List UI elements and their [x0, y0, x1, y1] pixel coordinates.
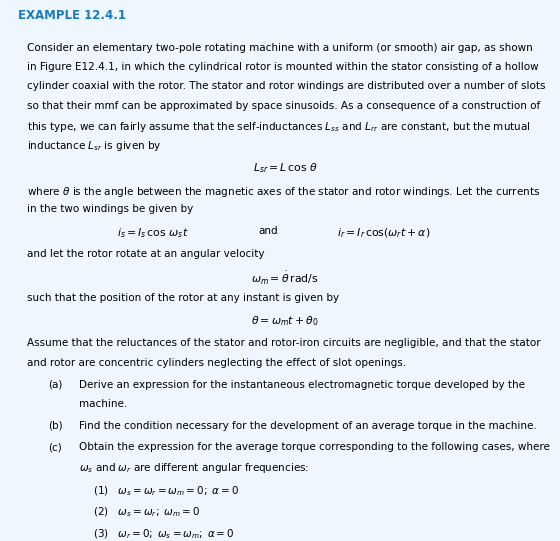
- Text: so that their mmf can be approximated by space sinusoids. As a consequence of a : so that their mmf can be approximated by…: [26, 101, 540, 111]
- Text: (a): (a): [49, 380, 63, 390]
- Text: Assume that the reluctances of the stator and rotor-iron circuits are negligible: Assume that the reluctances of the stato…: [26, 338, 540, 348]
- Text: $\omega_m = \dot{\theta}\,\mathrm{rad/s}$: $\omega_m = \dot{\theta}\,\mathrm{rad/s}…: [251, 270, 319, 287]
- Text: $\theta = \omega_m t + \theta_0$: $\theta = \omega_m t + \theta_0$: [251, 314, 319, 327]
- Text: and: and: [259, 226, 278, 236]
- Text: in Figure E12.4.1, in which the cylindrical rotor is mounted within the stator c: in Figure E12.4.1, in which the cylindri…: [26, 62, 538, 72]
- Text: Obtain the expression for the average torque corresponding to the following case: Obtain the expression for the average to…: [79, 442, 550, 452]
- Text: where $\theta$ is the angle between the magnetic axes of the stator and rotor wi: where $\theta$ is the angle between the …: [26, 185, 540, 199]
- Text: such that the position of the rotor at any instant is given by: such that the position of the rotor at a…: [26, 293, 339, 303]
- Text: and let the rotor rotate at an angular velocity: and let the rotor rotate at an angular v…: [26, 249, 264, 260]
- Text: $i_s = I_s\,\cos\,\omega_s t$: $i_s = I_s\,\cos\,\omega_s t$: [117, 226, 189, 240]
- Text: $L_{sr} = L\,\cos\,\theta$: $L_{sr} = L\,\cos\,\theta$: [253, 161, 318, 175]
- Text: Find the condition necessary for the development of an average torque in the mac: Find the condition necessary for the dev…: [79, 421, 536, 431]
- Text: machine.: machine.: [79, 399, 127, 410]
- Text: EXAMPLE 12.4.1: EXAMPLE 12.4.1: [18, 9, 127, 22]
- Text: $\omega_s$ and $\omega_r$ are different angular frequencies:: $\omega_s$ and $\omega_r$ are different …: [79, 461, 309, 476]
- Text: (c): (c): [49, 442, 62, 452]
- Text: (3)   $\omega_r = 0;\;\omega_s = \omega_m;\;\alpha = 0$: (3) $\omega_r = 0;\;\omega_s = \omega_m;…: [92, 528, 234, 541]
- Text: in the two windings be given by: in the two windings be given by: [26, 204, 193, 214]
- Text: inductance $L_{sr}$ is given by: inductance $L_{sr}$ is given by: [26, 140, 161, 154]
- Text: (b): (b): [49, 421, 63, 431]
- Text: cylinder coaxial with the rotor. The stator and rotor windings are distributed o: cylinder coaxial with the rotor. The sta…: [26, 81, 545, 91]
- Text: Consider an elementary two-pole rotating machine with a uniform (or smooth) air : Consider an elementary two-pole rotating…: [26, 43, 533, 52]
- Text: this type, we can fairly assume that the self-inductances $L_{ss}$ and $L_{rr}$ : this type, we can fairly assume that the…: [26, 120, 530, 134]
- Text: (2)   $\omega_s = \omega_r;\;\omega_m = 0$: (2) $\omega_s = \omega_r;\;\omega_m = 0$: [92, 506, 199, 519]
- Text: and rotor are concentric cylinders neglecting the effect of slot openings.: and rotor are concentric cylinders negle…: [26, 358, 405, 367]
- Text: $i_r = I_r\,\cos(\omega_r t + \alpha)$: $i_r = I_r\,\cos(\omega_r t + \alpha)$: [337, 226, 431, 240]
- Text: (1)   $\omega_s = \omega_r = \omega_m = 0;\;\alpha = 0$: (1) $\omega_s = \omega_r = \omega_m = 0;…: [92, 484, 239, 498]
- Text: Derive an expression for the instantaneous electromagnetic torque developed by t: Derive an expression for the instantaneo…: [79, 380, 525, 390]
